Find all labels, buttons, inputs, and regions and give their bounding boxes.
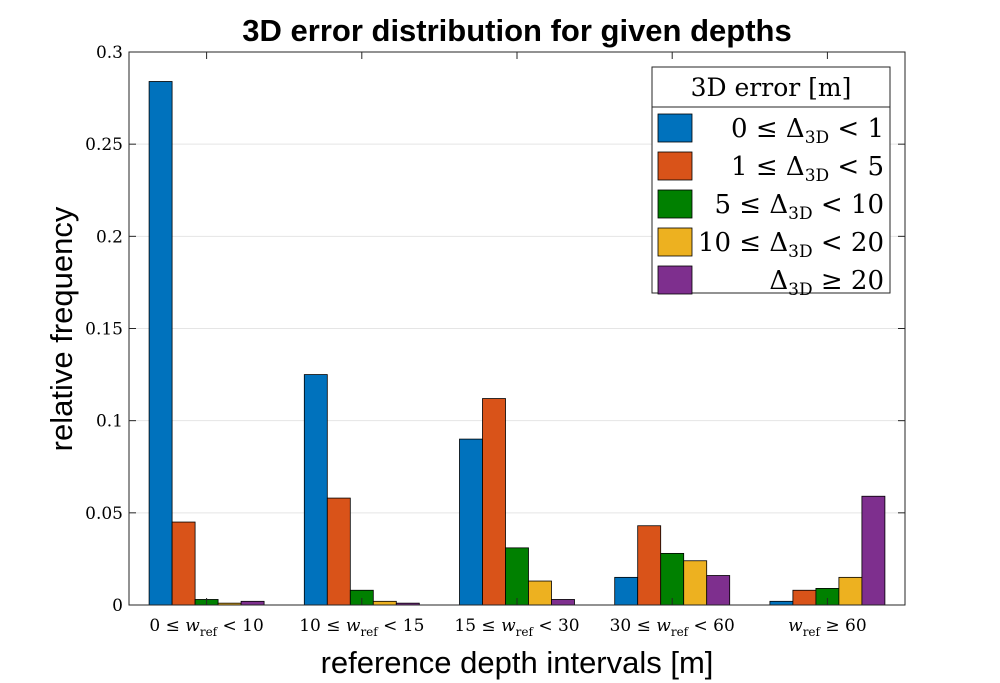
x-tick-label: wref ≥ 60 xyxy=(788,616,867,639)
bar-3-3 xyxy=(505,547,529,606)
x-tick-label: 0 ≤ wref < 10 xyxy=(149,616,263,639)
bar-2-2 xyxy=(326,497,351,606)
y-tick-label: 0.05 xyxy=(85,504,123,524)
y-axis: 0 0.05 0.1 0.15 0.2 0.25 0.3 xyxy=(85,43,905,616)
x-axis: 0 ≤ wref < 10 10 ≤ wref < 15 15 ≤ wref < 3… xyxy=(149,52,867,639)
x-tick-label: 10 ≤ wref < 15 xyxy=(299,616,424,639)
bar-4-1 xyxy=(614,576,639,606)
bar-2-1 xyxy=(303,374,328,606)
bar-1-1 xyxy=(148,81,173,606)
bar-5-2 xyxy=(792,589,817,606)
bar-1-2 xyxy=(171,521,196,606)
bar-1-5 xyxy=(240,600,265,606)
bar-3-4 xyxy=(528,580,552,606)
legend-items: 0 ≤ Δ3D < 1 1 ≤ Δ3D < 5 5 ≤ Δ3D < 10 10 ≤ Δ… xyxy=(657,113,885,300)
bar-3-2 xyxy=(482,398,506,606)
x-tick-label: 30 ≤ wref < 60 xyxy=(610,616,735,639)
y-tick-label: 0.2 xyxy=(96,227,123,247)
legend-label: 0 ≤ Δ3D < 1 xyxy=(731,114,884,148)
bar-4-2 xyxy=(637,525,662,606)
bar-5-1 xyxy=(769,600,794,606)
bar-4-5 xyxy=(706,575,731,606)
bar-5-4 xyxy=(838,576,863,606)
legend-label: 1 ≤ Δ3D < 5 xyxy=(731,152,884,186)
y-tick-label: 0 xyxy=(112,596,123,616)
y-tick-label: 0.3 xyxy=(96,43,123,63)
bar-4-4 xyxy=(683,560,708,606)
y-tick-label: 0.1 xyxy=(96,412,123,432)
legend-swatch xyxy=(657,151,693,181)
bar-5-5 xyxy=(861,495,886,606)
y-axis-label: relative frequency xyxy=(44,206,79,451)
chart-title: 3D error distribution for given depths xyxy=(242,13,791,48)
y-tick-label: 0.15 xyxy=(85,320,123,340)
legend-title: 3D error [m] xyxy=(691,73,852,102)
legend-swatch xyxy=(657,113,693,143)
legend-label: 5 ≤ Δ3D < 10 xyxy=(715,190,885,224)
y-tick-label: 0.25 xyxy=(85,135,123,155)
legend: 3D error [m] 0 ≤ Δ3D < 1 1 ≤ Δ3D < 5 5 ≤ Δ… xyxy=(651,66,891,300)
x-tick-label: 15 ≤ wref < 30 xyxy=(454,616,579,639)
bar-2-4 xyxy=(372,600,397,606)
legend-label: Δ3D ≥ 20 xyxy=(769,266,884,300)
legend-swatch xyxy=(657,227,693,257)
legend-swatch xyxy=(657,265,693,295)
legend-label: 10 ≤ Δ3D < 20 xyxy=(698,228,884,262)
bar-4-3 xyxy=(660,552,685,606)
bar-3-5 xyxy=(551,599,575,606)
x-axis-label: reference depth intervals [m] xyxy=(321,645,714,680)
legend-swatch xyxy=(657,189,693,219)
bar-3-1 xyxy=(459,438,483,606)
